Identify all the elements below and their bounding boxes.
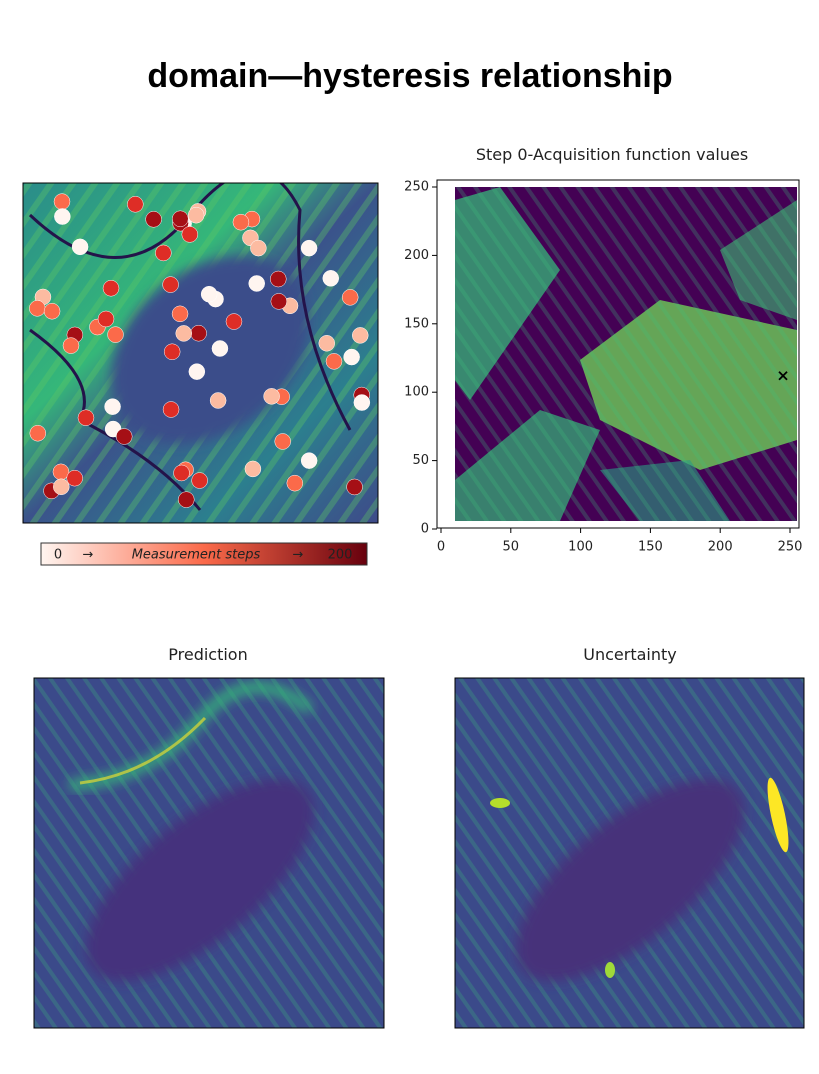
measurement-dot [263,388,280,405]
x-tick-label: 250 [778,540,803,555]
measurement-dot [172,210,189,228]
measurement-dot [77,409,95,426]
measurement-dot [115,428,133,445]
measurement-dot [225,313,243,330]
x-tick-label: 150 [638,540,663,555]
measurement-dot [155,244,172,262]
colorbar-end: 200 [328,548,353,563]
measurement-dot [322,270,340,287]
y-tick-label: 100 [404,385,429,400]
measurement-dot [107,326,124,343]
measurement-dot [173,464,190,482]
uncertainty-image [455,678,804,1028]
measurement-dot [274,433,291,450]
measurement-dot [244,460,262,478]
measurement-dot [162,276,179,293]
measurement-dot [232,213,250,231]
x-tick-label: 200 [708,540,733,555]
y-tick-label: 0 [421,522,429,537]
measurement-dot [102,280,120,297]
measurement-dot [353,394,371,411]
measurement-dot [352,327,369,344]
acquisition-image [455,187,797,521]
measurement-dot [188,363,206,380]
axes-frame [436,179,800,529]
y-tick-label: 50 [412,453,429,468]
colorbar-label: Measurement steps [132,548,261,563]
measurement-dot [62,337,80,354]
measurement-dot [53,193,71,210]
x-tick-label: 0 [437,540,445,555]
measurement-dot [127,196,144,213]
measurement-dot [54,208,71,225]
arrow: → [293,548,304,563]
next-point-marker [778,371,788,381]
measurement-dot [191,472,208,489]
arrow: → [83,548,94,563]
measurement-dot [343,348,360,366]
y-tick-label: 200 [404,248,429,263]
measurement-dot [211,340,229,357]
measurement-dot [175,325,192,342]
domain-image [23,183,378,523]
prediction-image [34,678,384,1028]
measurement-dot [187,206,205,224]
measurement-dot [190,324,207,342]
measurement-dot [248,275,265,292]
colorbar-start: 0 [54,548,62,563]
measurement-dot [209,392,227,409]
measurement-dot [346,478,363,496]
colorbar [40,542,368,566]
measurement-dot [66,469,83,487]
measurement-dot [104,398,121,415]
measurement-dot [270,293,288,310]
measurement-dot [286,474,304,492]
y-tick-label: 250 [404,180,429,195]
measurement-dot [71,238,89,256]
panel-title: Uncertainty [583,645,676,664]
measurement-dot [341,289,359,306]
measurement-dot [178,491,195,508]
measurement-dot [200,285,218,303]
measurement-dot [145,211,162,228]
x-tick-label: 100 [568,540,593,555]
panel-title: Prediction [168,645,247,664]
measurement-dot [162,401,180,418]
measurement-dot [29,300,46,317]
figure-title: domain—hysteresis relationship [147,57,672,95]
measurement-dot [97,310,115,328]
measurement-dot [53,478,70,496]
measurement-dot [300,452,318,469]
panel-title: Step 0-Acquisition function values [476,145,748,164]
measurement-dot [171,305,189,323]
measurement-dot [270,270,287,288]
measurement-dot [250,239,267,257]
measurement-dot [43,302,61,320]
measurement-dot [163,343,181,361]
measurement-dot [318,335,336,352]
y-tick-label: 150 [404,316,429,331]
measurement-dot [29,424,47,442]
x-tick-label: 50 [503,540,520,555]
measurement-dot [181,226,199,243]
measurement-dot [325,353,343,370]
measurement-dot [300,239,318,257]
